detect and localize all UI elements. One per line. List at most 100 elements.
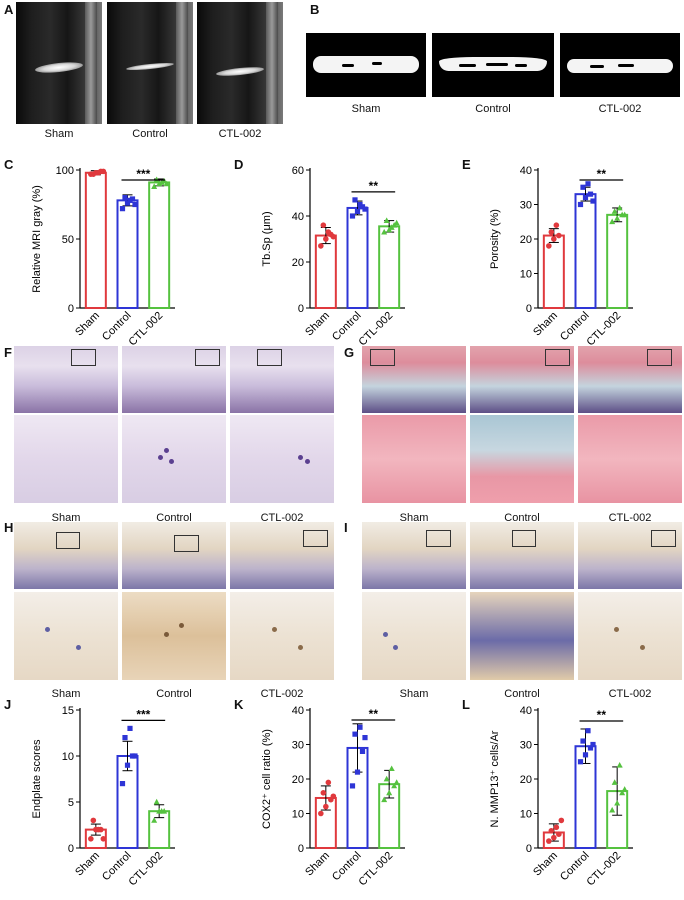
data-point <box>590 741 596 748</box>
y-tick-label: 50 <box>62 234 74 246</box>
caption-ctl002: CTL-002 <box>260 512 304 524</box>
y-tick-label: 15 <box>62 705 74 717</box>
x-tick-label: CTL-002 <box>585 850 624 889</box>
panel-label-f: F <box>4 345 12 360</box>
data-point <box>590 198 596 204</box>
ihc-cox2-overview-control <box>122 522 226 589</box>
caption-ctl002: CTL-002 <box>608 688 652 700</box>
data-point <box>127 197 133 203</box>
data-point <box>381 796 388 803</box>
data-point <box>609 806 616 813</box>
he-overview-control <box>122 346 226 413</box>
data-point <box>616 204 623 211</box>
panel-label-h: H <box>4 520 14 535</box>
safranin-overview-control <box>470 346 574 413</box>
data-point <box>151 817 158 823</box>
x-tick-label: Sham <box>73 310 102 339</box>
microct-image-sham <box>306 33 426 97</box>
data-point <box>100 836 107 842</box>
caption-ctl002: CTL-002 <box>608 512 652 524</box>
y-tick-label: 0 <box>298 843 304 855</box>
data-point <box>580 738 586 744</box>
pore <box>458 63 476 67</box>
cell <box>297 644 303 650</box>
y-tick-label: 20 <box>520 774 532 786</box>
data-point <box>122 735 128 741</box>
data-point <box>90 817 97 824</box>
y-axis-label: Tb.Sp (μm) <box>261 211 273 266</box>
data-point <box>354 208 361 214</box>
safranin-overview-ctl002 <box>578 346 682 413</box>
ihc-cox2-overview-ctl002 <box>230 522 334 589</box>
safranin-zoom-ctl002 <box>578 415 682 503</box>
data-point <box>609 218 616 225</box>
caption-sham: Sham <box>44 128 74 140</box>
data-point <box>611 208 618 214</box>
y-tick-label: 30 <box>520 200 532 212</box>
he-overview-ctl002 <box>230 346 334 413</box>
chart-porosity: Porosity (%)010203040ShamControlCTL-002*… <box>489 165 633 348</box>
data-point <box>393 779 400 785</box>
mri-image-sham <box>16 2 102 124</box>
spine <box>84 2 97 124</box>
caption-control: Control <box>132 128 168 140</box>
y-tick-label: 0 <box>526 303 532 315</box>
cell <box>382 631 388 637</box>
data-point <box>558 817 565 824</box>
safranin-zoom-control <box>470 415 574 503</box>
bar-ctl-002 <box>148 181 171 310</box>
cell <box>304 459 310 464</box>
data-point <box>386 789 393 796</box>
data-point <box>577 201 584 208</box>
significance-label: *** <box>136 167 150 181</box>
data-point <box>616 762 623 768</box>
data-point <box>95 826 102 833</box>
pore <box>485 63 508 67</box>
y-tick-label: 0 <box>68 843 74 855</box>
data-point <box>546 838 552 844</box>
y-axis-label: Relative MRI gray (%) <box>31 185 43 293</box>
data-point <box>330 793 337 800</box>
data-point <box>163 180 170 187</box>
x-tick-label: Sham <box>73 850 102 879</box>
data-point <box>323 803 329 810</box>
caption-ctl002: CTL-002 <box>218 128 262 140</box>
caption-sham: Sham <box>351 103 381 115</box>
bar-sham <box>84 171 107 310</box>
data-point <box>330 233 337 240</box>
pore <box>342 63 354 67</box>
bar-control <box>574 193 597 309</box>
data-point <box>621 786 628 792</box>
disc <box>215 65 265 78</box>
y-tick-label: 40 <box>520 705 532 717</box>
data-point <box>553 222 560 228</box>
y-axis-label: N. MMP13⁺ cells/Ar <box>489 730 501 827</box>
y-axis-label: Porosity (%) <box>489 209 501 269</box>
data-point <box>127 725 133 731</box>
y-tick-label: 10 <box>520 809 532 821</box>
bar-ctl-002 <box>378 225 401 309</box>
he-overview-sham <box>14 346 118 413</box>
chart-relative-mri-gray: Relative MRI gray (%)050100ShamControlCT… <box>31 165 175 348</box>
zoom-box <box>71 349 97 367</box>
pore <box>590 65 605 68</box>
y-tick-label: 10 <box>520 269 532 281</box>
data-point <box>614 799 621 806</box>
x-tick-label: CTL-002 <box>357 850 396 889</box>
data-point <box>124 200 131 206</box>
data-point <box>383 775 390 782</box>
data-point <box>619 789 626 796</box>
data-point <box>546 243 552 249</box>
data-point <box>551 236 557 242</box>
data-point <box>153 176 160 183</box>
significance-label: ** <box>597 167 607 181</box>
zoom-box <box>370 349 396 367</box>
data-point <box>577 759 584 765</box>
data-point <box>553 824 560 831</box>
data-point <box>132 753 138 759</box>
caption-control: Control <box>475 103 511 115</box>
y-tick-label: 20 <box>292 257 304 269</box>
data-point <box>585 181 591 187</box>
